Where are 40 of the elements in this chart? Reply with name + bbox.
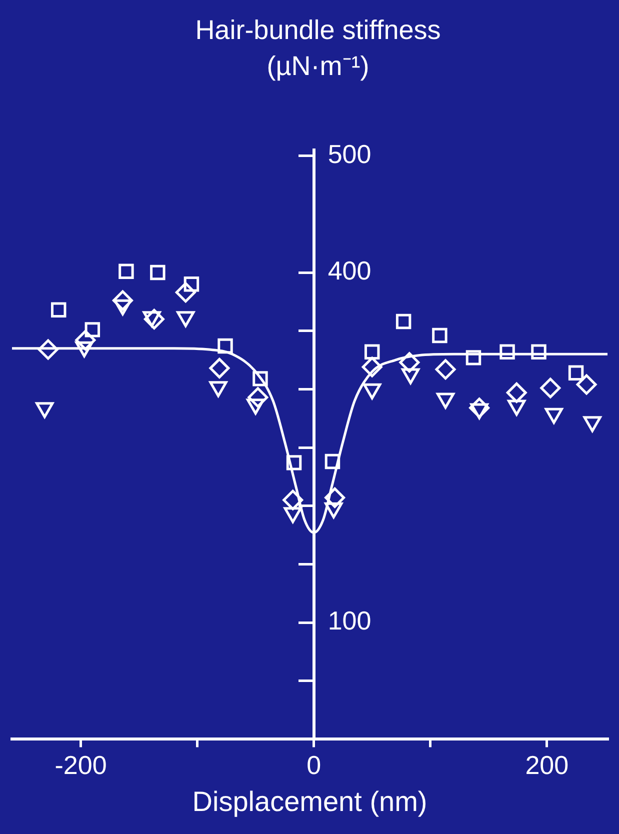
point	[469, 398, 490, 418]
point	[75, 330, 96, 350]
x-axis-title: Displacement (nm)	[192, 786, 428, 817]
point	[252, 371, 268, 386]
point	[84, 322, 100, 338]
point	[362, 356, 382, 378]
point	[568, 365, 584, 380]
point	[576, 374, 597, 395]
point	[38, 339, 58, 360]
point	[286, 455, 302, 470]
y-tick-label: 400	[328, 256, 372, 286]
x-tick-label: 0	[306, 750, 322, 780]
point	[500, 344, 515, 360]
point	[506, 382, 527, 403]
point	[399, 352, 420, 373]
point	[51, 302, 66, 318]
point	[324, 454, 340, 470]
x-tick-label: 200	[525, 750, 569, 780]
point	[209, 358, 230, 378]
point	[184, 276, 200, 292]
point	[540, 378, 561, 398]
x-tick-label: -200	[54, 750, 107, 780]
point	[432, 328, 448, 344]
point	[118, 264, 134, 279]
point	[144, 308, 164, 330]
point	[112, 290, 133, 311]
point	[324, 487, 346, 508]
point	[175, 282, 196, 303]
point	[531, 344, 546, 360]
y-tick-label: 500	[328, 139, 372, 170]
point	[364, 344, 380, 360]
point	[435, 359, 456, 380]
point	[150, 264, 166, 280]
point	[218, 338, 233, 354]
point	[282, 490, 304, 510]
point	[396, 314, 412, 330]
y-axis-title: Hair-bundle stiffness (µN·m⁻¹)	[194, 14, 442, 83]
y-tick-label: 100	[328, 606, 372, 636]
point	[248, 387, 268, 408]
point	[466, 350, 482, 366]
